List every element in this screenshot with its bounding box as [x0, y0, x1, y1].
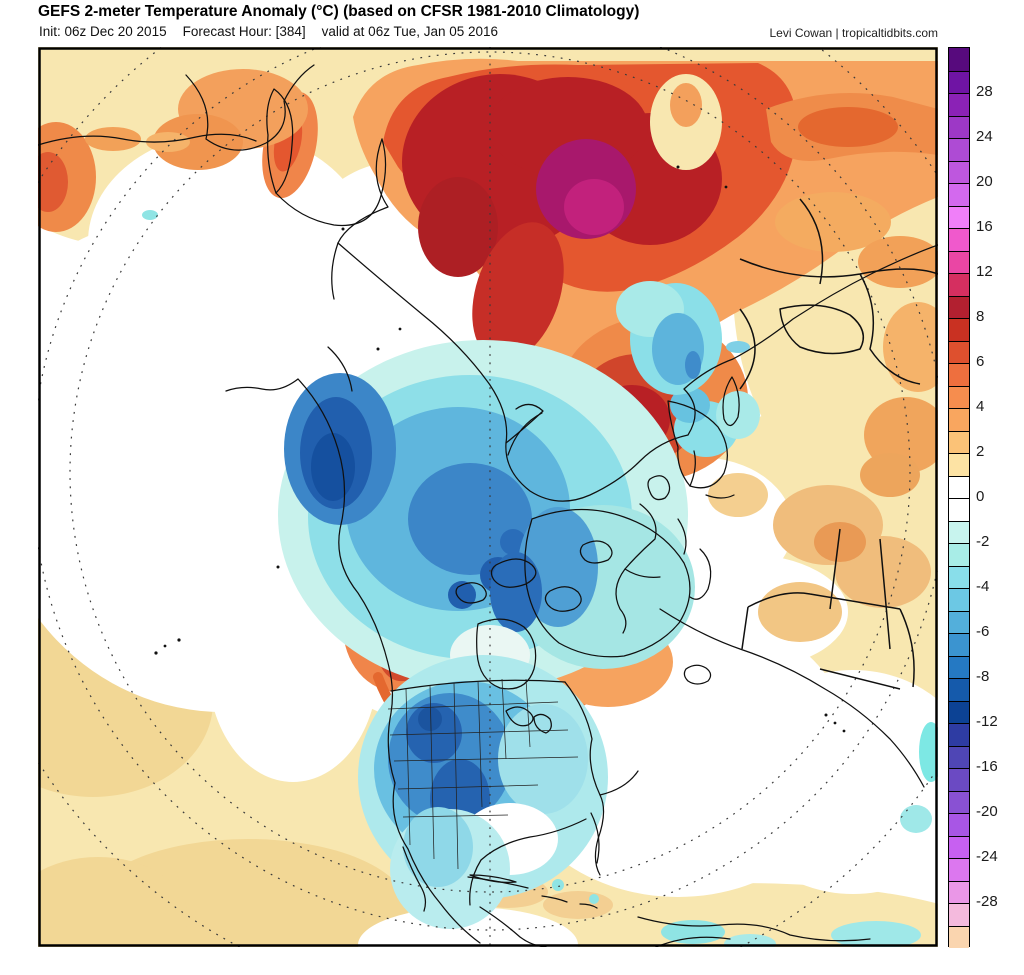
color-scale-segment	[949, 543, 969, 566]
color-scale-segment	[949, 678, 969, 701]
color-scale-segment	[949, 723, 969, 746]
color-scale-segment	[949, 160, 969, 183]
color-scale-segment	[949, 70, 969, 93]
color-scale-segment	[949, 633, 969, 656]
color-scale-label: 4	[976, 398, 985, 415]
color-scale-label: -20	[976, 803, 998, 820]
page-title: GEFS 2-meter Temperature Anomaly (°C) (b…	[38, 3, 640, 20]
color-scale-label: 8	[976, 308, 985, 325]
color-scale-segment	[949, 610, 969, 633]
color-scale-segment	[949, 925, 969, 948]
temperature-anomaly-map	[38, 47, 938, 947]
credit-text: Levi Cowan | tropicaltidbits.com	[769, 26, 938, 40]
color-scale-segment	[949, 430, 969, 453]
color-scale-label: -2	[976, 533, 990, 550]
color-scale-segment	[949, 408, 969, 431]
color-scale-label: 24	[976, 128, 993, 145]
color-scale-label: -4	[976, 578, 990, 595]
color-scale-segment	[949, 880, 969, 903]
color-scale-label: 28	[976, 83, 993, 100]
color-scale-label: -28	[976, 893, 998, 910]
color-scale-label: -24	[976, 848, 998, 865]
color-scale-segment	[949, 363, 969, 386]
color-scale-label: 20	[976, 173, 993, 190]
color-scale-label: 12	[976, 263, 993, 280]
color-scale-label: -6	[976, 623, 990, 640]
color-scale-segment	[949, 138, 969, 161]
color-scale-segment	[949, 453, 969, 476]
color-scale-segment	[949, 385, 969, 408]
color-scale-segment	[949, 588, 969, 611]
color-scale-segment	[949, 790, 969, 813]
country-borders	[739, 198, 938, 690]
init-time: Init: 06z Dec 20 2015	[39, 24, 167, 39]
color-scale-segment	[949, 700, 969, 723]
color-scale-label: -12	[976, 713, 998, 730]
color-scale-segment	[949, 475, 969, 498]
color-scale-label: -16	[976, 758, 998, 775]
color-scale-segment	[949, 295, 969, 318]
color-scale-segment	[949, 205, 969, 228]
color-scale-segment	[949, 250, 969, 273]
color-scale-segment	[949, 565, 969, 588]
color-scale-segment	[949, 228, 969, 251]
color-scale-label: 2	[976, 443, 985, 460]
color-scale-bar	[948, 47, 970, 948]
cold-anomaly-regions	[142, 210, 938, 947]
coastlines	[38, 64, 938, 947]
color-scale-label: 0	[976, 488, 985, 505]
forecast-hour: Forecast Hour: [384]	[182, 24, 306, 39]
color-scale-segment	[949, 48, 969, 71]
color-scale-segment	[949, 115, 969, 138]
state-borders	[387, 678, 579, 870]
color-scale-segment	[949, 498, 969, 521]
color-scale-segment	[949, 858, 969, 881]
color-scale-segment	[949, 273, 969, 296]
color-scale-segment	[949, 745, 969, 768]
color-scale-segment	[949, 183, 969, 206]
color-scale-segment	[949, 93, 969, 116]
color-scale-segment	[949, 340, 969, 363]
color-scale-segment	[949, 768, 969, 791]
map-frame	[38, 47, 938, 947]
color-scale-segment	[949, 655, 969, 678]
color-scale-label: 16	[976, 218, 993, 235]
color-scale-segment	[949, 813, 969, 836]
color-scale-segment	[949, 903, 969, 926]
island-dots	[154, 165, 846, 733]
color-scale-label: -8	[976, 668, 990, 685]
graticule-dotted-lines	[38, 47, 938, 947]
map-canvas	[38, 47, 938, 947]
valid-time: valid at 06z Tue, Jan 05 2016	[321, 24, 499, 39]
run-info-line: Init: 06z Dec 20 2015 Forecast Hour: [384…	[39, 24, 514, 39]
color-scale-label: 6	[976, 353, 985, 370]
color-scale-segment	[949, 520, 969, 543]
color-scale-segment	[949, 835, 969, 858]
color-scale-segment	[949, 318, 969, 341]
